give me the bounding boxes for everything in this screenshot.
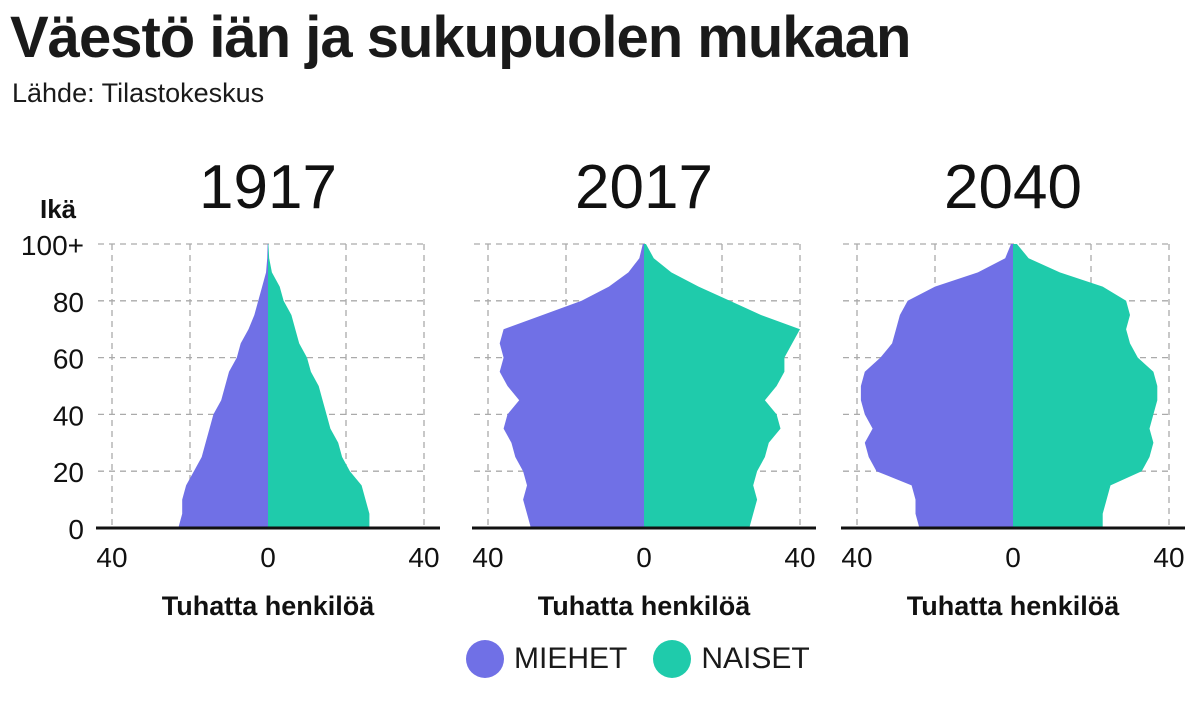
y-tick-label: 20 bbox=[53, 457, 84, 488]
legend-item-women: NAISET bbox=[653, 640, 810, 678]
x-axis-title: Tuhatta henkilöä bbox=[162, 591, 376, 621]
panel-title-2017: 2017 bbox=[575, 153, 713, 222]
panel-title-1917: 1917 bbox=[199, 153, 337, 222]
area-women-2017 bbox=[644, 244, 800, 528]
area-women-1917 bbox=[268, 244, 370, 528]
y-tick-label: 40 bbox=[53, 400, 84, 431]
y-tick-label: 0 bbox=[68, 514, 84, 545]
x-tick-label: 0 bbox=[1005, 542, 1021, 573]
x-tick-label: 40 bbox=[1153, 542, 1184, 573]
legend-item-men: MIEHET bbox=[466, 640, 627, 678]
x-tick-label: 40 bbox=[472, 542, 503, 573]
x-tick-label: 40 bbox=[408, 542, 439, 573]
area-men-1917 bbox=[178, 244, 268, 528]
x-axis-title: Tuhatta henkilöä bbox=[907, 591, 1121, 621]
chart-title: Väestö iän ja sukupuolen mukaan bbox=[10, 5, 911, 70]
y-axis-title: Ikä bbox=[40, 194, 77, 224]
y-tick-label: 60 bbox=[53, 344, 84, 375]
x-tick-label: 40 bbox=[96, 542, 127, 573]
y-tick-label: 100+ bbox=[21, 230, 84, 261]
x-tick-label: 0 bbox=[636, 542, 652, 573]
chart-subtitle: Lähde: Tilastokeskus bbox=[12, 78, 265, 108]
x-tick-label: 40 bbox=[841, 542, 872, 573]
legend-label-men: MIEHET bbox=[514, 642, 628, 675]
y-tick-label: 80 bbox=[53, 287, 84, 318]
area-men-2017 bbox=[499, 244, 644, 528]
legend-swatch-women bbox=[653, 640, 692, 678]
legend: MIEHET NAISET bbox=[466, 640, 836, 678]
legend-swatch-men bbox=[466, 640, 504, 678]
x-tick-label: 0 bbox=[260, 542, 276, 573]
panel-title-2040: 2040 bbox=[944, 153, 1082, 222]
area-men-2040 bbox=[860, 244, 1013, 528]
legend-label-women: NAISET bbox=[701, 642, 810, 675]
x-axis-title: Tuhatta henkilöä bbox=[538, 591, 752, 621]
x-tick-label: 40 bbox=[784, 542, 815, 573]
area-women-2040 bbox=[1013, 244, 1158, 528]
